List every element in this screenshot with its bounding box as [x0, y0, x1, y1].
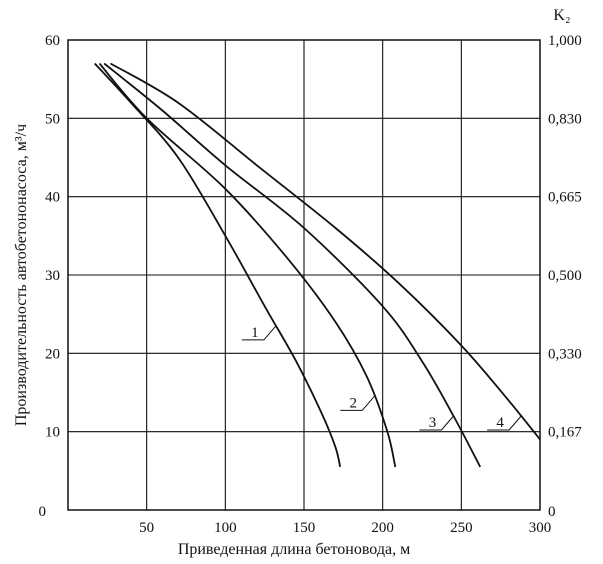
y-tick-label: 40	[45, 190, 60, 206]
y2-tick-label: 0,330	[548, 346, 582, 362]
curve-2-label: 2	[349, 395, 357, 411]
y2-tick-label: 0,500	[548, 268, 582, 284]
x-zero-label: 0	[39, 504, 47, 520]
y2-tick-label: 0,830	[548, 111, 582, 127]
tick-labels: 50 100 150 200 250 300010203040506000,1670,33…	[39, 33, 583, 536]
x-tick-label: 250	[450, 520, 473, 536]
secondary-axis-label: K₂	[553, 7, 570, 24]
y-tick-label: 50	[45, 111, 60, 127]
curve-4-leader	[487, 415, 522, 431]
y-tick-label: 10	[45, 425, 60, 441]
curve-3-leader	[419, 415, 454, 431]
y2-tick-label: 1,000	[548, 33, 582, 49]
plot-frame	[67, 39, 541, 511]
x-tick-label: 150	[293, 520, 316, 536]
curve-1	[94, 62, 342, 468]
curve-3	[103, 62, 481, 468]
curve-4	[110, 62, 541, 441]
curve-4-label: 4	[496, 415, 504, 431]
x-tick-label: 300	[529, 520, 552, 536]
y2-tick-label: 0,167	[548, 425, 582, 441]
y2-tick-label: 0	[548, 504, 556, 520]
curve-1-label: 1	[251, 325, 259, 341]
grid	[68, 40, 540, 510]
x-tick-label: 50	[139, 520, 154, 536]
x-tick-label: 100	[214, 520, 237, 536]
y-tick-label: 20	[45, 346, 60, 362]
y-tick-label: 30	[45, 268, 60, 284]
curve-labels: 1 2 3 4	[241, 325, 522, 431]
curves	[94, 62, 541, 468]
curve-1-leader	[241, 325, 277, 341]
y-tick-label: 60	[45, 33, 60, 49]
x-axis-label: Приведенная длина бетоновода, м	[178, 541, 410, 558]
curve-2-leader	[340, 396, 375, 411]
y-axis-label: Производительность автобетононасоса, м³/…	[13, 124, 30, 426]
y2-tick-label: 0,665	[548, 190, 582, 206]
x-tick-label: 200	[371, 520, 394, 536]
curve-2	[98, 62, 397, 468]
curve-3-label: 3	[429, 415, 437, 431]
